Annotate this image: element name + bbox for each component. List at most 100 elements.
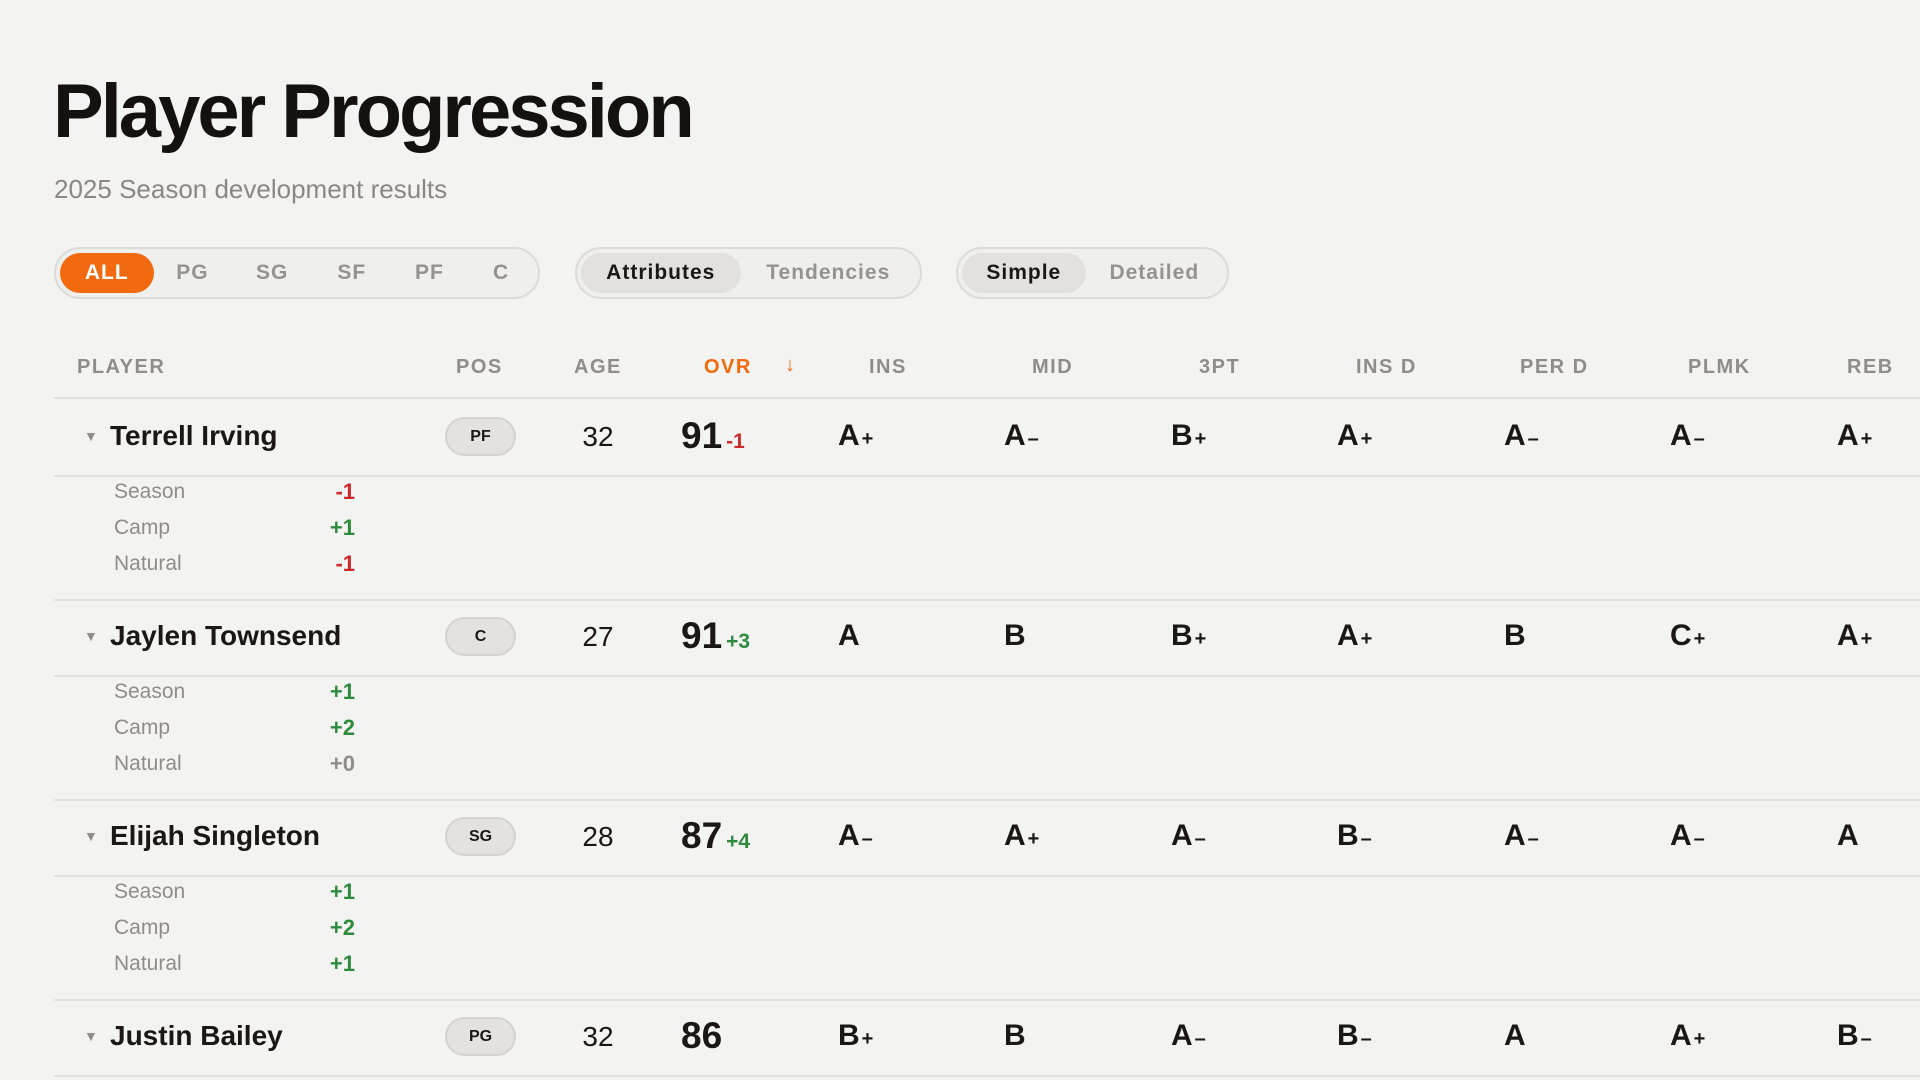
breakdown-value: +1 bbox=[329, 951, 355, 976]
breakdown-value: +2 bbox=[329, 915, 355, 940]
filter-simple-button[interactable]: Simple bbox=[962, 253, 1086, 293]
attribute-grade-3pt: A – bbox=[1171, 819, 1206, 853]
filter-all-button[interactable]: ALL bbox=[60, 253, 154, 293]
grade-letter: A bbox=[1004, 419, 1026, 452]
column-header-mid[interactable]: MID bbox=[1032, 356, 1074, 378]
grade-letter: A bbox=[1670, 419, 1692, 452]
expand-caret-icon[interactable]: ▼ bbox=[84, 628, 98, 644]
grade-modifier: – bbox=[1527, 828, 1539, 850]
filter-detailed-button[interactable]: Detailed bbox=[1109, 261, 1200, 284]
grade-letter: A bbox=[838, 819, 860, 852]
grade-letter: A bbox=[1504, 819, 1526, 852]
breakdown-label: Camp bbox=[114, 916, 171, 939]
grade-modifier: – bbox=[1693, 828, 1705, 850]
attribute-grade-per-d: A – bbox=[1504, 419, 1539, 453]
grade-modifier: – bbox=[1027, 428, 1039, 450]
attribute-grade-mid: B bbox=[1004, 619, 1026, 653]
attribute-grade-plmk: A – bbox=[1670, 819, 1705, 853]
attribute-grade-mid: B bbox=[1004, 1019, 1026, 1053]
breakdown-label: Season bbox=[114, 480, 186, 503]
position-badge: C bbox=[445, 617, 516, 656]
attribute-grade-ins: A bbox=[838, 619, 860, 653]
expand-caret-icon[interactable]: ▼ bbox=[84, 1028, 98, 1044]
grade-letter: B bbox=[1171, 419, 1193, 452]
filter-sf-button[interactable]: SF bbox=[337, 261, 367, 284]
column-header-plmk[interactable]: PLMK bbox=[1688, 356, 1751, 378]
player-name[interactable]: Jaylen Townsend bbox=[110, 620, 342, 651]
attribute-grade-ins-d: A + bbox=[1337, 619, 1372, 653]
filter-pg-button[interactable]: PG bbox=[176, 261, 209, 284]
mode-toggle: Simple Detailed bbox=[956, 247, 1229, 299]
player-name[interactable]: Elijah Singleton bbox=[110, 820, 321, 851]
overall-value: 87 bbox=[681, 815, 723, 856]
grade-modifier: + bbox=[1693, 628, 1706, 650]
filter-tendencies-button[interactable]: Tendencies bbox=[766, 261, 891, 284]
overall-rating: 91 +3 bbox=[681, 615, 750, 657]
sort-descending-arrow-icon[interactable]: ↓ bbox=[785, 354, 797, 376]
expand-caret-icon[interactable]: ▼ bbox=[84, 428, 98, 444]
breakdown-value: +1 bbox=[329, 879, 355, 904]
breakdown-label: Natural bbox=[114, 552, 182, 575]
filter-c-button[interactable]: C bbox=[493, 261, 510, 284]
player-name[interactable]: Justin Bailey bbox=[110, 1020, 283, 1051]
column-header-3pt[interactable]: 3PT bbox=[1199, 356, 1241, 378]
breakdown-label: Natural bbox=[114, 752, 182, 775]
grade-letter: A bbox=[1670, 1019, 1692, 1052]
grade-letter: A bbox=[838, 419, 860, 452]
grade-letter: A bbox=[1504, 1019, 1526, 1052]
attribute-grade-reb: A bbox=[1837, 819, 1859, 853]
grade-modifier: – bbox=[1360, 828, 1372, 850]
grade-modifier: + bbox=[861, 428, 874, 450]
grade-modifier: + bbox=[1360, 428, 1373, 450]
view-toggle: Attributes Tendencies bbox=[575, 247, 922, 299]
grade-letter: A bbox=[1171, 1019, 1193, 1052]
player-age: 32 bbox=[582, 1021, 614, 1052]
column-header-per-d[interactable]: PER D bbox=[1520, 356, 1589, 378]
grade-letter: A bbox=[1837, 619, 1859, 652]
attribute-grade-reb: B – bbox=[1837, 1019, 1872, 1053]
column-header-player[interactable]: PLAYER bbox=[77, 356, 166, 378]
attribute-grade-per-d: B bbox=[1504, 619, 1526, 653]
attribute-grade-3pt: B + bbox=[1171, 619, 1206, 653]
attribute-grade-ins-d: A + bbox=[1337, 419, 1372, 453]
grade-letter: B bbox=[1004, 619, 1026, 652]
breakdown-label: Natural bbox=[114, 952, 182, 975]
filter-sg-button[interactable]: SG bbox=[255, 261, 289, 284]
breakdown-value: +1 bbox=[329, 515, 355, 540]
grade-letter: A bbox=[1337, 419, 1359, 452]
grade-modifier: – bbox=[1527, 428, 1539, 450]
player-age: 32 bbox=[582, 421, 614, 452]
grade-letter: B bbox=[1337, 819, 1359, 852]
filter-pf-button[interactable]: PF bbox=[415, 261, 444, 284]
attribute-grade-per-d: A – bbox=[1504, 819, 1539, 853]
column-header-reb[interactable]: REB bbox=[1847, 356, 1894, 378]
attribute-grade-plmk: A + bbox=[1670, 1019, 1705, 1053]
grade-modifier: – bbox=[861, 828, 873, 850]
breakdown-value: -1 bbox=[335, 479, 355, 504]
attribute-grade-ins-d: B – bbox=[1337, 1019, 1372, 1053]
attribute-grade-ins-d: B – bbox=[1337, 819, 1372, 853]
column-header-ins[interactable]: INS bbox=[869, 356, 907, 378]
column-header-ins-d[interactable]: INS D bbox=[1356, 356, 1417, 378]
grade-letter: A bbox=[1837, 419, 1859, 452]
column-header-age[interactable]: AGE bbox=[574, 356, 622, 378]
grade-letter: B bbox=[1837, 1019, 1859, 1052]
grade-letter: A bbox=[1004, 819, 1026, 852]
attribute-grade-plmk: C + bbox=[1670, 619, 1705, 653]
grade-letter: A bbox=[838, 619, 860, 652]
player-name[interactable]: Terrell Irving bbox=[110, 420, 278, 451]
expand-caret-icon[interactable]: ▼ bbox=[84, 828, 98, 844]
column-header-pos[interactable]: POS bbox=[456, 356, 503, 378]
player-age: 27 bbox=[582, 621, 614, 652]
attribute-grade-3pt: A – bbox=[1171, 1019, 1206, 1053]
attribute-grade-ins: B + bbox=[838, 1019, 873, 1053]
overall-rating: 86 bbox=[681, 1015, 722, 1057]
breakdown-label: Camp bbox=[114, 516, 171, 539]
position-badge: PG bbox=[445, 1017, 516, 1056]
overall-delta: +4 bbox=[726, 830, 751, 853]
column-header-ovr[interactable]: OVR bbox=[704, 356, 752, 378]
position-filter: ALL PG SG SF PF C bbox=[54, 247, 540, 299]
grade-modifier: + bbox=[861, 1028, 874, 1050]
filter-attributes-button[interactable]: Attributes bbox=[581, 253, 741, 293]
attribute-grade-ins: A – bbox=[838, 819, 873, 853]
